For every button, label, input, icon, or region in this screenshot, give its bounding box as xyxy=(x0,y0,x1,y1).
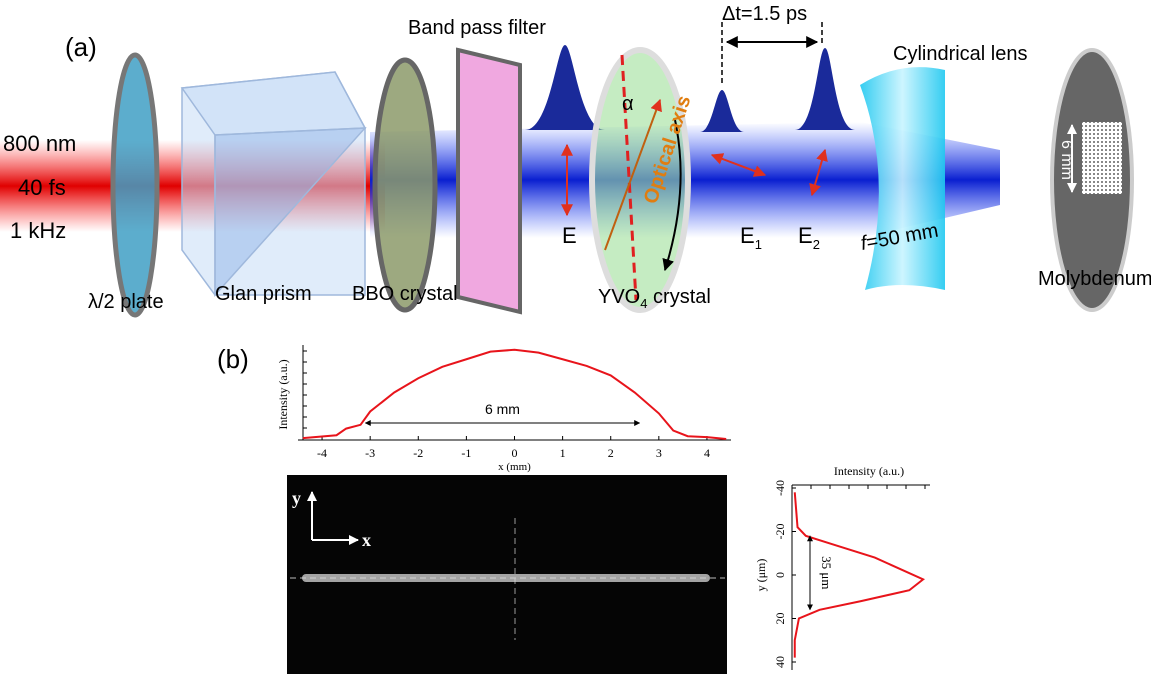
x-tick-label: 0 xyxy=(512,446,518,460)
component-label: Glan prism xyxy=(215,283,312,305)
y-axis-label: Intensity (a.u.) xyxy=(276,359,290,429)
laser-wavelength: 800 nm xyxy=(3,131,76,156)
arrow-label: x xyxy=(362,530,371,550)
text-part: E xyxy=(798,223,813,248)
x-tick-label: 3 xyxy=(656,446,662,460)
x-tick-label: -1 xyxy=(461,446,471,460)
x-tick-label: -4 xyxy=(317,446,327,460)
yvo4-crystal xyxy=(592,50,688,310)
x-tick-label: 2 xyxy=(608,446,614,460)
subscript: 1 xyxy=(755,237,762,252)
pulse xyxy=(795,48,855,130)
bbo-crystal xyxy=(375,60,435,310)
x-tick-label: 1 xyxy=(560,446,566,460)
band-pass-filter xyxy=(458,50,520,312)
y-tick-label: 0 xyxy=(773,572,787,578)
beam-line xyxy=(302,574,710,582)
subscript: 2 xyxy=(813,237,820,252)
field-label: E xyxy=(562,223,577,248)
subscript: 4 xyxy=(640,296,647,311)
text-part: YVO xyxy=(598,286,640,308)
component-label: Band pass filter xyxy=(408,17,546,39)
panel-label: (b) xyxy=(217,344,249,374)
half-wave-plate xyxy=(113,55,157,315)
component-label: Cylindrical lens xyxy=(893,43,1028,65)
y-axis-label: y (μm) xyxy=(754,559,768,592)
profile-line xyxy=(303,350,726,439)
delay-label: Δt=1.5 ps xyxy=(722,3,807,25)
glan-prism xyxy=(182,72,365,295)
text-part: E xyxy=(740,223,755,248)
y-tick-label: -20 xyxy=(773,524,787,540)
y-tick-label: 20 xyxy=(773,613,787,625)
x-axis-label: Intensity (a.u.) xyxy=(834,464,904,478)
arrow-label: y xyxy=(292,488,301,508)
angle-label: α xyxy=(622,93,634,115)
figure: (a) 800 nm 40 fs 1 kHz λ/2 plate Glan pr… xyxy=(0,0,1151,674)
laser-rate: 1 kHz xyxy=(10,218,66,243)
x-axis-label: x (mm) xyxy=(498,461,531,473)
width-label: 35 μm xyxy=(819,556,834,589)
y-tick-label: 40 xyxy=(773,656,787,668)
component-label: BBO crystal xyxy=(352,283,458,305)
page: {"diagram": { "panel_label": "(a)", "las… xyxy=(0,0,1151,674)
width-label: 6 mm xyxy=(485,401,520,417)
laser-duration: 40 fs xyxy=(18,175,66,200)
beam-spot xyxy=(1082,122,1122,194)
x-tick-label: -3 xyxy=(365,446,375,460)
x-tick-label: -2 xyxy=(413,446,423,460)
panel-label: (a) xyxy=(65,32,97,62)
beam-size-label: 6 mm xyxy=(1058,140,1075,180)
component-label: Molybdenum xyxy=(1038,268,1151,290)
component-label: YVO4 crystal xyxy=(598,286,711,311)
beam-image: y x xyxy=(287,475,727,674)
y-tick-label: -40 xyxy=(773,480,787,496)
profile-line xyxy=(795,492,923,657)
text-part: crystal xyxy=(647,286,710,308)
setup xyxy=(0,22,1132,315)
x-tick-label: 4 xyxy=(704,446,710,460)
pulse xyxy=(525,45,605,130)
component-label: λ/2 plate xyxy=(88,291,164,313)
